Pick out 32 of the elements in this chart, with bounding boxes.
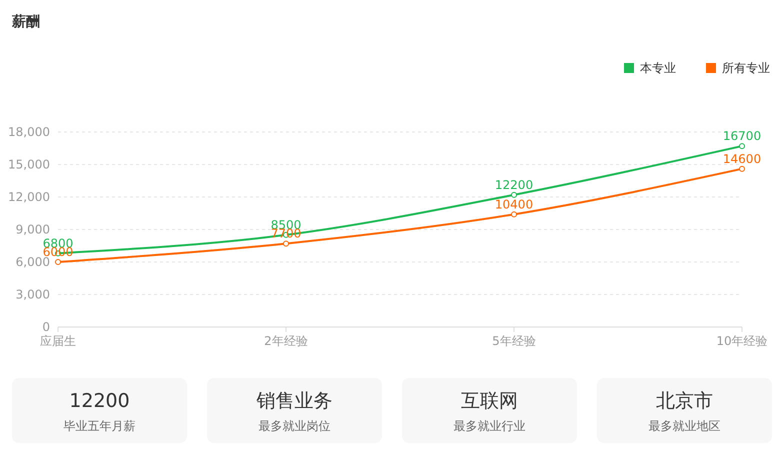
- data-label: 14600: [722, 152, 762, 166]
- y-tick-label: 12,000: [8, 190, 50, 204]
- y-tick-label: 9,000: [16, 222, 50, 237]
- point: [283, 240, 289, 247]
- text: 最多就业岗位: [258, 419, 330, 433]
- point: [511, 192, 517, 198]
- y-tick-label: 3,000: [16, 288, 50, 302]
- point: [511, 211, 517, 218]
- point: [739, 166, 745, 172]
- point: [739, 143, 745, 150]
- y-tick-label: 15,000: [8, 158, 50, 172]
- y-tick-label: 18,000: [8, 125, 50, 140]
- point: [55, 259, 61, 265]
- legend-label: 所有专业: [722, 61, 770, 76]
- text: 最多就业行业: [454, 419, 526, 433]
- y-tick-label: 0: [42, 320, 50, 334]
- chart-title: 薪酬: [11, 14, 40, 30]
- text: 12200: [69, 390, 130, 412]
- y-tick-label: 6,000: [16, 255, 50, 270]
- data-label: 16700: [722, 129, 762, 144]
- x-tick-label: 应届生: [40, 334, 76, 348]
- text: 最多就业地区: [648, 419, 720, 433]
- x-tick-label: 2年经验: [264, 334, 308, 348]
- data-label: 12200: [494, 178, 534, 192]
- text: 北京市: [656, 390, 713, 412]
- legend-label: 本专业: [640, 61, 676, 76]
- data-label: 10400: [494, 197, 534, 212]
- x-tick-label: 5年经验: [492, 334, 536, 348]
- text: 销售业务: [256, 390, 332, 412]
- x-tick-label: 10年经验: [716, 334, 768, 348]
- text: 互联网: [461, 390, 518, 412]
- text: 毕业五年月薪: [64, 419, 136, 433]
